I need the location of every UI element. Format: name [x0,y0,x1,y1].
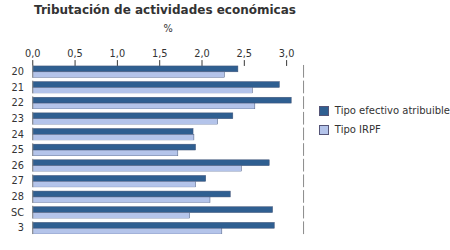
svg-text:0,0: 0,0 [25,48,41,59]
svg-text:20: 20 [12,66,24,77]
svg-text:26: 26 [12,160,24,171]
svg-text:27: 27 [12,175,24,186]
svg-text:21: 21 [12,82,24,93]
html-text:Tipo efectivo atribuible: Tipo efectivo atribuible [334,105,450,116]
svg-text:2,5: 2,5 [237,48,253,59]
html-text:Tipo IRPF: Tipo IRPF [334,124,381,135]
svg-text:0,5: 0,5 [67,48,83,59]
svg-text:24: 24 [12,129,24,140]
svg-text:23: 23 [12,113,24,124]
html-text:Tributación de actividades eco: Tributación de actividades económicas [34,3,296,17]
svg-text:3,0: 3,0 [279,48,295,59]
svg-text:28: 28 [12,191,24,202]
svg-text:22: 22 [12,97,24,108]
svg-text:1,5: 1,5 [152,48,168,59]
svg-text:3: 3 [18,222,24,233]
svg-text:1,0: 1,0 [110,48,126,59]
svg-text:2,0: 2,0 [194,48,210,59]
svg-text:25: 25 [12,144,24,155]
svg-text:SC: SC [11,207,24,218]
svg-text:%: % [164,23,173,34]
